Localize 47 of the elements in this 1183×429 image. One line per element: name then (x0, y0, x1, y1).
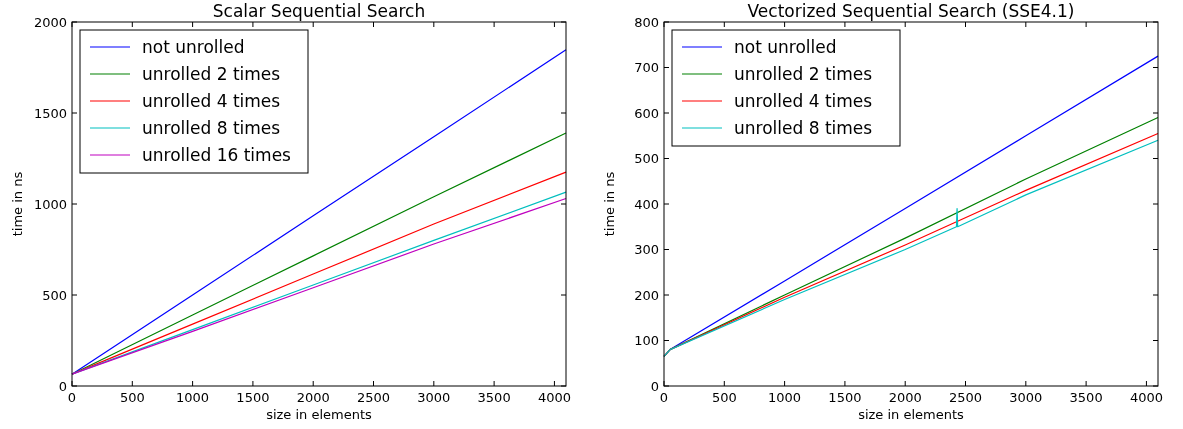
y-tick-label: 1000 (33, 196, 67, 212)
x-tick-label: 2500 (356, 390, 391, 405)
x-tick-label: 1000 (768, 390, 802, 405)
legend-label: unrolled 2 times (142, 64, 281, 84)
x-tick-label: 0 (67, 390, 77, 405)
y-tick-label: 700 (634, 60, 659, 75)
x-tick-label: 3000 (1009, 390, 1043, 405)
legend-label: not unrolled (142, 37, 245, 57)
x-tick-label: 1500 (828, 390, 862, 405)
x-tick-label: 2000 (888, 390, 922, 405)
y-tick-label: 200 (634, 287, 659, 303)
legend-label: unrolled 2 times (734, 64, 873, 84)
x-tick-label: 1500 (236, 390, 270, 405)
y-tick-label: 0 (58, 378, 67, 394)
x-tick-label: 1000 (176, 390, 210, 405)
x-tick-label: 0 (659, 390, 669, 405)
y-tick-label: 600 (634, 105, 659, 121)
x-tick-label: 3000 (417, 390, 451, 405)
x-tick-label: 3500 (1069, 390, 1103, 405)
x-tick-label: 4000 (537, 390, 571, 405)
legend-label: unrolled 4 times (734, 91, 873, 111)
y-axis-title: time in ns (10, 171, 25, 237)
chart-title: Vectorized Sequential Search (SSE4.1) (747, 1, 1075, 21)
x-tick-label: 2000 (296, 390, 330, 405)
y-tick-label: 100 (634, 333, 659, 348)
x-axis-title: size in elements (858, 407, 965, 422)
x-tick-label: 2500 (948, 390, 983, 405)
legend-label: unrolled 8 times (142, 118, 281, 138)
y-tick-label: 1500 (33, 105, 67, 121)
y-tick-label: 2000 (33, 14, 67, 30)
x-tick-label: 500 (119, 390, 145, 405)
x-tick-label: 3500 (477, 390, 511, 405)
y-tick-label: 800 (634, 14, 659, 30)
y-tick-label: 500 (634, 151, 659, 166)
legend-label: unrolled 16 times (142, 145, 292, 165)
x-axis-title: size in elements (266, 407, 373, 422)
y-tick-label: 500 (42, 287, 67, 303)
legend-label: unrolled 4 times (142, 91, 281, 111)
y-tick-label: 0 (650, 378, 659, 394)
x-tick-label: 500 (711, 390, 737, 405)
x-tick-label: 4000 (1129, 390, 1163, 405)
y-axis-title: time in ns (602, 171, 617, 237)
y-tick-label: 400 (634, 196, 659, 212)
legend-label: unrolled 8 times (734, 118, 873, 138)
legend-label: not unrolled (734, 37, 837, 57)
chart-title: Scalar Sequential Search (212, 1, 426, 21)
y-tick-label: 300 (634, 242, 659, 257)
